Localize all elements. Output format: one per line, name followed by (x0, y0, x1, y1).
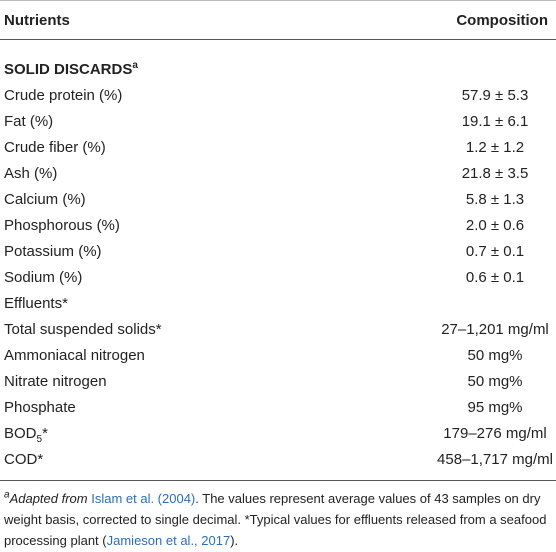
table-row: Nitrate nitrogen 50 mg% (0, 369, 556, 395)
row-label: SOLID DISCARDSa (4, 57, 138, 83)
label-text: Phosphate (4, 399, 76, 416)
label-text: Crude protein (%) (4, 87, 123, 104)
row-label: Crude protein (%) (4, 83, 122, 109)
row-value: 179–276 mg/ml (443, 425, 547, 442)
table-row: Effluents* (0, 291, 556, 317)
row-label: Nitrate nitrogen (4, 369, 107, 395)
superscript: a (132, 60, 138, 71)
row-label: Potassium (%) (4, 239, 102, 265)
table-row: SOLID DISCARDSa (0, 57, 556, 83)
label-text: BOD (4, 425, 37, 442)
table-row: Calcium (%) 5.8 ± 1.3 (0, 187, 556, 213)
row-label: Phosphorous (%) (4, 213, 120, 239)
row-label: Fat (%) (4, 109, 53, 135)
row-label: Effluents* (4, 291, 68, 317)
label-suffix: * (42, 425, 48, 442)
label-text: Crude fiber (%) (4, 139, 106, 156)
subscript: 5 (36, 434, 43, 445)
label-text: Nitrate nitrogen (4, 373, 107, 390)
row-value: 50 mg% (467, 373, 523, 390)
footnote: aAdapted from Islam et al. (2004). The v… (4, 488, 552, 551)
row-value: 19.1 ± 6.1 (461, 113, 529, 130)
footnote-mark: a (4, 489, 10, 501)
citation-link[interactable]: Jamieson et al., 2017 (106, 533, 231, 548)
row-value: 57.9 ± 5.3 (461, 87, 529, 104)
table-row: Crude protein (%) 57.9 ± 5.3 (0, 83, 556, 109)
header-cell: Nutrients (4, 12, 70, 29)
table-row: Potassium (%) 0.7 ± 0.1 (0, 239, 556, 265)
row-value: 2.0 ± 0.6 (465, 217, 525, 234)
footnote-text: ). (230, 533, 239, 548)
label-text: Sodium (%) (4, 269, 83, 286)
table-body: SOLID DISCARDSa Crude protein (%) 57.9 ± 5… (0, 57, 556, 473)
table-row: Sodium (%) 0.6 ± 0.1 (0, 265, 556, 291)
row-label: COD* (4, 447, 43, 473)
label-text: COD* (4, 451, 44, 468)
bottom-rule (0, 480, 556, 481)
row-value: 27–1,201 mg/ml (441, 321, 549, 338)
row-value: 21.8 ± 3.5 (461, 165, 529, 182)
row-value: 0.6 ± 0.1 (465, 269, 525, 286)
table-row: Ash (%) 21.8 ± 3.5 (0, 161, 556, 187)
footnote-text: Adapted from (9, 491, 92, 506)
table-row: Phosphorous (%) 2.0 ± 0.6 (0, 213, 556, 239)
header-cell: Composition (456, 12, 548, 29)
row-value: 458–1,717 mg/ml (437, 451, 553, 468)
citation-link[interactable]: Islam et al. (2004) (91, 491, 196, 506)
row-value: 50 mg% (467, 347, 523, 364)
label-text: Effluents* (4, 295, 68, 312)
label-text: Fat (%) (4, 113, 54, 130)
table-row: Ammoniacal nitrogen 50 mg% (0, 343, 556, 369)
row-label: Total suspended solids* (4, 317, 162, 343)
table-row: COD* 458–1,717 mg/ml (0, 447, 556, 473)
row-value: 1.2 ± 1.2 (465, 139, 525, 156)
label-text: Potassium (%) (4, 243, 102, 260)
row-label: Calcium (%) (4, 187, 86, 213)
row-value: 0.7 ± 0.1 (465, 243, 525, 260)
table-row: Phosphate 95 mg% (0, 395, 556, 421)
row-label: Sodium (%) (4, 265, 82, 291)
table-row: BOD5* 179–276 mg/ml (0, 421, 556, 447)
row-label: BOD5* (4, 421, 48, 447)
row-value: 5.8 ± 1.3 (465, 191, 525, 208)
label-text: SOLID DISCARDS (4, 61, 133, 78)
row-label: Phosphate (4, 395, 76, 421)
table-row: Total suspended solids* 27–1,201 mg/ml (0, 317, 556, 343)
label-text: Phosphorous (%) (4, 217, 120, 234)
row-label: Ammoniacal nitrogen (4, 343, 145, 369)
table-row: Fat (%) 19.1 ± 6.1 (0, 109, 556, 135)
table-row: Crude fiber (%) 1.2 ± 1.2 (0, 135, 556, 161)
label-text: Ammoniacal nitrogen (4, 347, 145, 364)
label-text: Ash (%) (4, 165, 58, 182)
table-header: Nutrients Composition (0, 0, 556, 40)
row-label: Ash (%) (4, 161, 57, 187)
label-text: Calcium (%) (4, 191, 86, 208)
footnote-text: . The values represent average values of… (4, 491, 547, 548)
label-text: Total suspended solids* (4, 321, 162, 338)
row-label: Crude fiber (%) (4, 135, 106, 161)
row-value: 95 mg% (467, 399, 523, 416)
